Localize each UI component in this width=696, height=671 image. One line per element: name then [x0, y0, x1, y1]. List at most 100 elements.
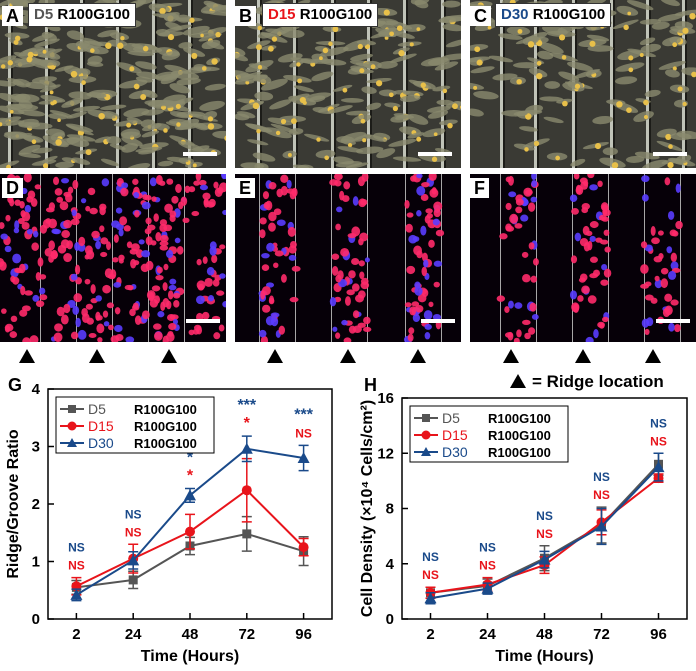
y-tick-label: 0 [32, 611, 40, 628]
y-tick-label: 3 [32, 439, 40, 456]
y-tick-label: 8 [386, 501, 394, 518]
y-axis-label: Ridge/Groove Ratio [5, 429, 22, 579]
legend-marker [67, 438, 77, 447]
ridge-marker-arrow [89, 349, 105, 363]
significance-label-red: * [187, 467, 194, 484]
scale-bar-f [656, 319, 690, 323]
significance-label-red: NS [295, 426, 312, 440]
fluorescence-e-image [235, 174, 461, 342]
legend-marker [67, 421, 77, 431]
fluorescence-panel-d: D [0, 174, 226, 342]
legend-condition-label: R100G100 [134, 402, 197, 417]
significance-label-red: NS [650, 434, 667, 448]
ridge-marker-arrow [575, 349, 591, 363]
x-tick-label: 2 [426, 626, 434, 643]
day-label-c: D30 [501, 6, 529, 23]
legend-day-label: D15 [88, 418, 114, 434]
x-tick-label: 72 [238, 626, 255, 643]
significance-label-blue: NS [422, 550, 439, 564]
scale-bar-a [183, 152, 217, 156]
data-point [424, 592, 437, 604]
x-tick-label: 96 [650, 626, 667, 643]
ridge-marker-arrow [503, 349, 519, 363]
x-tick-label: 48 [536, 626, 553, 643]
fluorescence-d-image [0, 174, 226, 342]
condition-label-a: D5 R100G100 [28, 3, 136, 27]
legend-condition-label: R100G100 [134, 419, 197, 434]
ridge-marker-arrow [161, 349, 177, 363]
data-point [297, 452, 310, 463]
data-point [240, 442, 253, 454]
significance-label-red: NS [422, 568, 439, 582]
significance-label-blue: NS [125, 507, 142, 521]
significance-label-blue: *** [237, 397, 256, 414]
fluorescence-panel-f: F [470, 174, 696, 342]
significance-label-blue: * [187, 449, 194, 466]
legend-day-label: D5 [442, 410, 460, 426]
significance-label-red: NS [479, 559, 496, 573]
y-tick-label: 1 [32, 554, 40, 571]
legend: D5 R100G100 D15 R100G100 D30 R100G100 [409, 405, 569, 463]
condition-label-b: D15 R100G100 [262, 3, 379, 27]
panel-letter-h: H [364, 375, 377, 395]
y-tick-label: 2 [32, 496, 40, 513]
legend-condition-label: R100G100 [488, 445, 551, 460]
significance-label-blue: NS [68, 541, 85, 555]
legend-condition-label: R100G100 [134, 436, 197, 451]
panel-letter-b: B [235, 6, 256, 26]
y-tick-label: 16 [377, 390, 394, 407]
condition-text-c: R100G100 [532, 6, 606, 23]
legend: D5 R100G100 D15 R100G100 D30 R100G100 [55, 396, 215, 454]
data-point [538, 553, 551, 565]
scale-bar-b [418, 152, 452, 156]
significance-label-blue: NS [536, 509, 553, 523]
micrograph-panel-b: B D15 R100G100 [235, 0, 461, 168]
legend-marker [421, 447, 431, 456]
y-axis-label: Cell Density (×10⁴ Cells/cm²) [359, 400, 376, 617]
data-point [242, 529, 252, 539]
scale-bar-e [421, 319, 455, 323]
ridge-marker-arrow [267, 349, 283, 363]
x-tick-label: 24 [125, 626, 142, 643]
data-point [652, 461, 665, 473]
data-point [70, 588, 83, 600]
significance-label-blue: NS [479, 541, 496, 555]
day-label-b: D15 [268, 6, 296, 23]
ridge-marker-arrow [645, 349, 661, 363]
x-tick-label: 72 [593, 626, 610, 643]
day-label-a: D5 [34, 6, 54, 23]
scale-bar-d [186, 319, 220, 323]
panel-letter-e: E [235, 178, 256, 198]
y-tick-label: 12 [377, 445, 394, 462]
data-point [184, 489, 196, 501]
legend-marker [422, 414, 430, 422]
legend-condition-label: R100G100 [488, 428, 551, 443]
condition-text-a: R100G100 [57, 6, 130, 23]
ridge-marker-arrow [19, 349, 35, 363]
ridge-marker-arrow [410, 349, 426, 363]
fluorescence-f-image [470, 174, 696, 342]
condition-label-c: D30 R100G100 [495, 3, 612, 27]
legend-marker [421, 430, 431, 440]
legend-marker [68, 405, 76, 413]
ridge-marker-arrow [340, 349, 356, 363]
data-point [481, 582, 494, 594]
significance-label-blue: NS [593, 470, 610, 484]
scale-bar-c [653, 152, 687, 156]
ridge-groove-ratio-chart: G 0 1 2 3 4 2 24 48 72 96 Time (Hours) Ridge/Groove … [5, 375, 333, 665]
significance-label-red: * [244, 415, 251, 432]
legend-day-label: D5 [88, 401, 106, 417]
significance-label-red: NS [125, 525, 142, 539]
y-tick-label: 0 [386, 611, 394, 628]
data-point [128, 575, 138, 585]
micrograph-b-image [235, 0, 461, 168]
legend-day-label: D30 [88, 435, 114, 451]
y-tick-label: 4 [32, 381, 41, 398]
significance-label-red: NS [68, 559, 85, 573]
fluorescence-panel-e: E [235, 174, 461, 342]
significance-label-blue: NS [650, 416, 667, 430]
x-axis-label: Time (Hours) [495, 648, 593, 665]
legend-condition-label: R100G100 [488, 411, 551, 426]
x-axis-label: Time (Hours) [141, 648, 239, 665]
